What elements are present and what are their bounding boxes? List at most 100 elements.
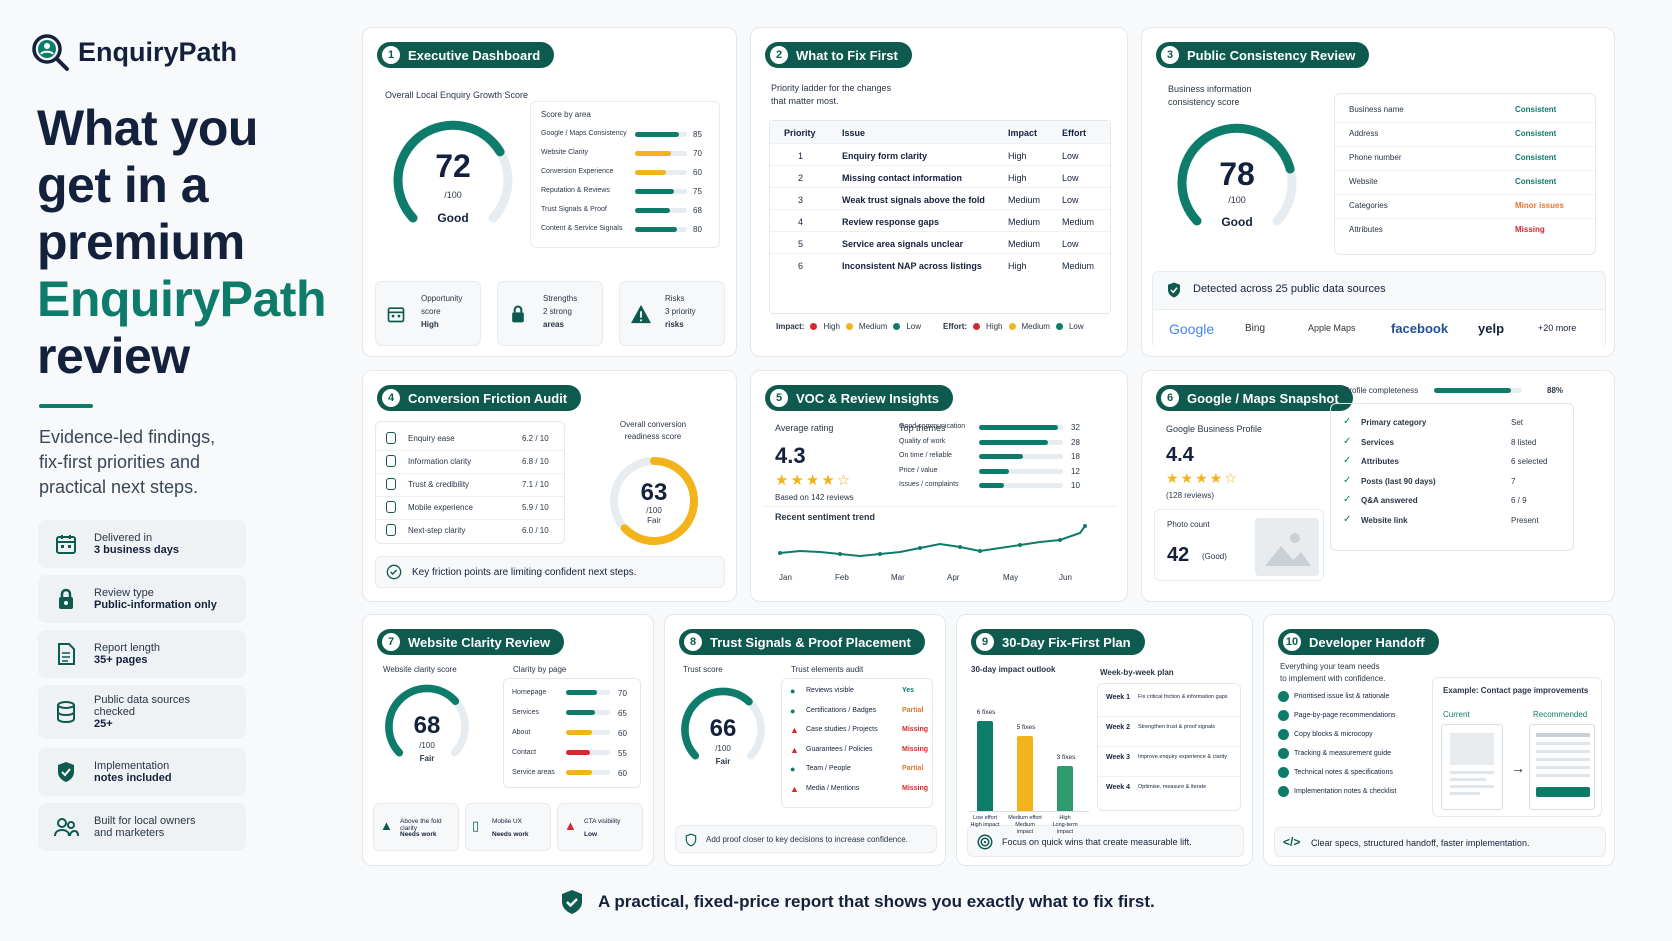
score-by-area: Score by area Google / Maps Consistency 8…: [530, 101, 720, 248]
warning-icon: ▲: [564, 818, 577, 833]
lock-icon: [512, 305, 524, 323]
divider: [39, 404, 93, 408]
score-gauge: [393, 120, 513, 223]
status-icon: ●: [790, 705, 796, 716]
consistency-row: [1335, 170, 1595, 194]
score-value: 72: [435, 148, 471, 184]
score-caption: Overall Local Enquiry Growth Score: [385, 90, 529, 100]
status-badge: Consistent: [1515, 105, 1557, 114]
check-icon: ✓: [1343, 416, 1352, 427]
shield-check-icon: [1168, 282, 1180, 298]
clarity-tile: ▯ Mobile UX Needs work: [465, 803, 551, 851]
example-comparison: Example: Contact page improvements Curre…: [1432, 677, 1602, 817]
table-row: 1 Enquiry form clarity High Low: [770, 143, 1110, 165]
panel-voc-reviews: 5 VOC & Review Insights Average rating 4.…: [750, 370, 1128, 602]
page-bar: [566, 730, 593, 735]
arrow-right-icon: →: [1511, 760, 1525, 776]
panel-title: 2 What to Fix First: [765, 42, 912, 68]
facebook-logo: facebook: [1391, 321, 1449, 336]
shield-check-icon: [52, 758, 80, 786]
area-bar: [635, 227, 677, 232]
panel-title: 3 Public Consistency Review: [1156, 42, 1370, 68]
document-icon: [52, 640, 80, 668]
footer-tagline: A practical, fixed-price report that sho…: [560, 888, 1155, 916]
handoff-item: Prioritised issue list & rationale: [1294, 693, 1390, 700]
apple-maps-logo: Apple Maps: [1308, 323, 1356, 333]
status-badge: Consistent: [1515, 129, 1557, 138]
image-placeholder-icon: [1255, 518, 1319, 576]
area-bar: [635, 208, 671, 213]
theme-bar: [979, 454, 1024, 459]
score-gauge: [1177, 123, 1297, 226]
consistency-row: [1335, 122, 1595, 146]
feature-delivery: Delivered in 3 business days: [38, 520, 246, 568]
handoff-item: Implementation notes & checklist: [1294, 788, 1397, 795]
search-icon: [32, 34, 69, 71]
handoff-item: Page-by-page recommendations: [1294, 712, 1396, 719]
panel-what-to-fix-first: 2 What to Fix First Priority ladder for t…: [750, 27, 1128, 357]
arrow-icon: [386, 524, 396, 536]
feature-data-sources: Public data sources checked 25+: [38, 685, 246, 739]
tile-opportunity: Opportunity score High: [375, 281, 481, 346]
friction-row: [376, 496, 564, 519]
month-label: Apr: [947, 573, 960, 582]
warning-icon: [631, 304, 651, 324]
hero-line: review: [37, 328, 190, 384]
area-bar: [635, 170, 667, 175]
consistency-row: [1335, 218, 1595, 242]
friction-list: Enquiry ease 6.2 / 10 Information clarity 6…: [375, 421, 565, 544]
status-badge: Missing: [902, 745, 929, 753]
status-badge: Missing: [1515, 225, 1545, 234]
tile-strengths: Strengths 2 strong areas: [497, 281, 603, 346]
panel-conversion-friction: 4 Conversion Friction Audit Enquiry ease 6…: [362, 370, 737, 602]
clarity-tile: ▲ Above the fold clarity Needs work: [373, 803, 459, 851]
check-icon: ✓: [1343, 455, 1352, 466]
panel-public-consistency: 3 Public Consistency Review Business info…: [1141, 27, 1615, 357]
status-icon: ▲: [790, 783, 799, 794]
handoff-item: Technical notes & specifications: [1294, 769, 1393, 776]
status-icon: ●: [790, 686, 796, 696]
check-circle-icon: [1278, 786, 1289, 797]
month-label: May: [1003, 573, 1019, 582]
month-label: Feb: [835, 573, 849, 582]
hero-line: get in a: [37, 157, 209, 213]
area-bar: [635, 189, 674, 194]
google-logo: Google: [1169, 321, 1215, 337]
warning-icon: ▲: [380, 818, 393, 833]
handoff-note: </> Clear specs, structured handoff, fas…: [1274, 827, 1606, 857]
handoff-item: Copy blocks & microcopy: [1294, 731, 1373, 738]
shield-icon: [386, 478, 396, 490]
yelp-logo: yelp: [1478, 321, 1505, 336]
check-circle-icon: [1278, 710, 1289, 721]
friction-row: [376, 450, 564, 473]
sentiment-trend-chart: [778, 524, 1087, 558]
status-icon: ▲: [790, 725, 799, 735]
average-rating: 4.3: [775, 443, 806, 468]
current-page-mockup: [1441, 724, 1503, 810]
mobile-icon: ▯: [472, 818, 480, 833]
status-badge: Missing: [902, 726, 929, 733]
check-circle-icon: [386, 564, 402, 580]
data-sources: Detected across 25 public data sources G…: [1152, 271, 1606, 347]
calendar-icon: [52, 530, 80, 558]
mobile-icon: [386, 501, 396, 513]
page-bar: [566, 710, 595, 715]
readiness-ring: [610, 457, 698, 545]
table-row: 4 Review response gaps Medium Medium: [770, 209, 1110, 231]
database-icon: [52, 698, 80, 726]
more-sources: +20 more: [1538, 323, 1577, 333]
status-icon: ▲: [790, 744, 799, 755]
score-grade: Good: [437, 211, 469, 225]
code-icon: </>: [1283, 835, 1301, 849]
panel-title: 8 Trust Signals & Proof Placement: [679, 629, 925, 655]
panel-title: 9 30-Day Fix-First Plan: [971, 629, 1145, 655]
friction-note: Key friction points are limiting confide…: [375, 556, 725, 588]
shield-check-icon: [562, 890, 582, 914]
status-badge: Minor issues: [1515, 201, 1564, 210]
star-rating: ★★★★☆: [775, 472, 853, 489]
month-label: Jun: [1059, 573, 1072, 582]
recommended-page-mockup: [1529, 724, 1595, 810]
hero-line: EnquiryPath: [37, 271, 326, 327]
panel-google-maps: 6 Google / Maps Snapshot Google Business …: [1141, 370, 1615, 602]
clarity-by-page: Homepage 70 Services 65 About 60 Contact 55 Serv…: [503, 678, 641, 788]
